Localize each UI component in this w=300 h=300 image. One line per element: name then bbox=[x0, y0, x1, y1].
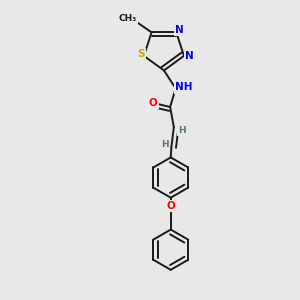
Text: NH: NH bbox=[175, 82, 192, 92]
Text: CH₃: CH₃ bbox=[118, 14, 137, 23]
Text: H: H bbox=[161, 140, 169, 149]
Text: O: O bbox=[167, 201, 175, 211]
Text: H: H bbox=[178, 126, 185, 135]
Text: N: N bbox=[175, 25, 184, 35]
Text: O: O bbox=[149, 98, 158, 108]
Text: N: N bbox=[185, 51, 194, 61]
Text: S: S bbox=[138, 49, 145, 59]
